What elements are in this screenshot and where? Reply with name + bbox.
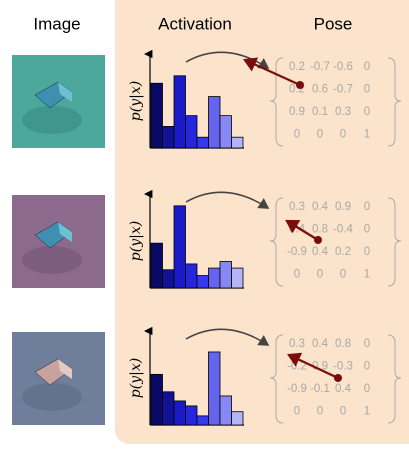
matrix-entry: 0 bbox=[340, 406, 346, 418]
matrix-entry: 1 bbox=[364, 269, 370, 281]
left-brace bbox=[269, 334, 284, 424]
activation-bar bbox=[173, 205, 186, 289]
activation-bar bbox=[231, 411, 244, 426]
matrix-entry: 0 bbox=[294, 406, 300, 418]
activation-bar bbox=[162, 391, 175, 426]
matrix-entry: 0.2 bbox=[335, 246, 351, 258]
matrix-entry: 0 bbox=[317, 406, 323, 418]
matrix-entry: 0 bbox=[340, 269, 346, 281]
mapping-arrow bbox=[185, 328, 270, 346]
matrix-entry: -0.9 bbox=[287, 246, 307, 258]
pose-arrow bbox=[287, 352, 339, 379]
matrix-entry: -0.7 bbox=[310, 61, 330, 73]
matrix-entry: -0.9 bbox=[287, 383, 307, 395]
image-shadow bbox=[22, 383, 82, 411]
matrix-entry: 0.3 bbox=[335, 106, 351, 118]
left-brace bbox=[269, 57, 284, 147]
matrix-entry: 0 bbox=[364, 84, 370, 96]
right-brace bbox=[387, 57, 402, 147]
matrix-entry: 0 bbox=[317, 269, 323, 281]
pose-origin bbox=[296, 81, 304, 89]
matrix-entry: -0.3 bbox=[333, 361, 353, 373]
activation-bar bbox=[219, 261, 232, 289]
mapping-arrow bbox=[185, 191, 270, 209]
matrix-entry: 0 bbox=[364, 61, 370, 73]
matrix-entry: 1 bbox=[364, 129, 370, 141]
matrix-entry: -0.4 bbox=[333, 224, 353, 236]
matrix-entry: 0.3 bbox=[289, 338, 305, 350]
header-image: Image bbox=[33, 14, 80, 33]
matrix-entry: -0.1 bbox=[310, 383, 330, 395]
matrix-entry: 0.2 bbox=[289, 61, 305, 73]
matrix-entry: 0.3 bbox=[289, 201, 305, 213]
pose-arrow bbox=[242, 57, 301, 87]
matrix-entry: 0 bbox=[364, 338, 370, 350]
object-box-side bbox=[58, 359, 72, 379]
activation-bar bbox=[185, 405, 198, 426]
activation-bar bbox=[208, 351, 221, 426]
matrix-entry: 0.4 bbox=[312, 246, 329, 258]
activation-bar bbox=[150, 373, 163, 426]
matrix-entry: 0 bbox=[364, 106, 370, 118]
matrix-entry: 0 bbox=[340, 129, 346, 141]
activation-bar bbox=[196, 415, 209, 426]
activation-bar bbox=[150, 82, 163, 149]
activation-bar bbox=[150, 242, 163, 289]
header-activation: Activation bbox=[158, 14, 232, 33]
activation-bar bbox=[196, 136, 209, 149]
matrix-entry: 0 bbox=[364, 224, 370, 236]
matrix-entry: 0.9 bbox=[312, 361, 328, 373]
left-brace bbox=[269, 197, 284, 287]
matrix-entry: 0.1 bbox=[312, 106, 328, 118]
matrix-entry: 0 bbox=[364, 383, 370, 395]
matrix-entry: 0.4 bbox=[335, 383, 352, 395]
right-brace bbox=[387, 334, 402, 424]
activation-bar bbox=[219, 395, 232, 426]
matrix-entry: 1 bbox=[364, 406, 370, 418]
matrix-entry: 0 bbox=[364, 361, 370, 373]
activation-bar bbox=[162, 269, 175, 289]
object-box-side bbox=[58, 222, 72, 242]
matrix-entry: 0.9 bbox=[335, 201, 351, 213]
matrix-entry: 0 bbox=[294, 129, 300, 141]
matrix-entry: -0.7 bbox=[333, 84, 353, 96]
pose-origin bbox=[314, 236, 322, 244]
object-box-side bbox=[58, 82, 72, 102]
matrix-entry: 0.8 bbox=[335, 338, 351, 350]
pose-origin bbox=[334, 374, 342, 382]
panel-background bbox=[115, 0, 409, 444]
activation-bar bbox=[231, 267, 244, 289]
matrix-entry: 0.4 bbox=[289, 224, 306, 236]
matrix-entry: 0.4 bbox=[312, 201, 329, 213]
matrix-entry: 0.4 bbox=[312, 338, 329, 350]
matrix-entry: 0 bbox=[364, 201, 370, 213]
activation-bar bbox=[219, 115, 232, 149]
right-brace bbox=[387, 197, 402, 287]
activation-bar bbox=[185, 263, 198, 289]
matrix-entry: 0.8 bbox=[312, 224, 328, 236]
matrix-entry: -0.6 bbox=[333, 61, 353, 73]
matrix-entry: 0.6 bbox=[312, 84, 328, 96]
header-pose: Pose bbox=[314, 14, 353, 33]
activation-bar bbox=[208, 267, 221, 289]
activation-bar bbox=[208, 96, 221, 149]
y-axis-label: p(y|x) bbox=[128, 358, 144, 398]
matrix-entry: 0 bbox=[294, 269, 300, 281]
matrix-entry: 0.9 bbox=[289, 106, 305, 118]
activation-bar bbox=[173, 75, 186, 149]
pose-arrow bbox=[285, 219, 319, 241]
activation-bar bbox=[185, 115, 198, 149]
activation-bar bbox=[196, 275, 209, 289]
matrix-entry: 0 bbox=[317, 129, 323, 141]
image-shadow bbox=[22, 106, 82, 134]
activation-bar bbox=[162, 126, 175, 149]
activation-bar bbox=[231, 136, 244, 149]
activation-bar bbox=[173, 400, 186, 426]
y-axis-label: p(y|x) bbox=[128, 81, 144, 121]
y-axis-label: p(y|x) bbox=[128, 221, 144, 261]
matrix-entry: 0 bbox=[364, 246, 370, 258]
mapping-arrow bbox=[185, 51, 270, 69]
image-shadow bbox=[22, 246, 82, 274]
